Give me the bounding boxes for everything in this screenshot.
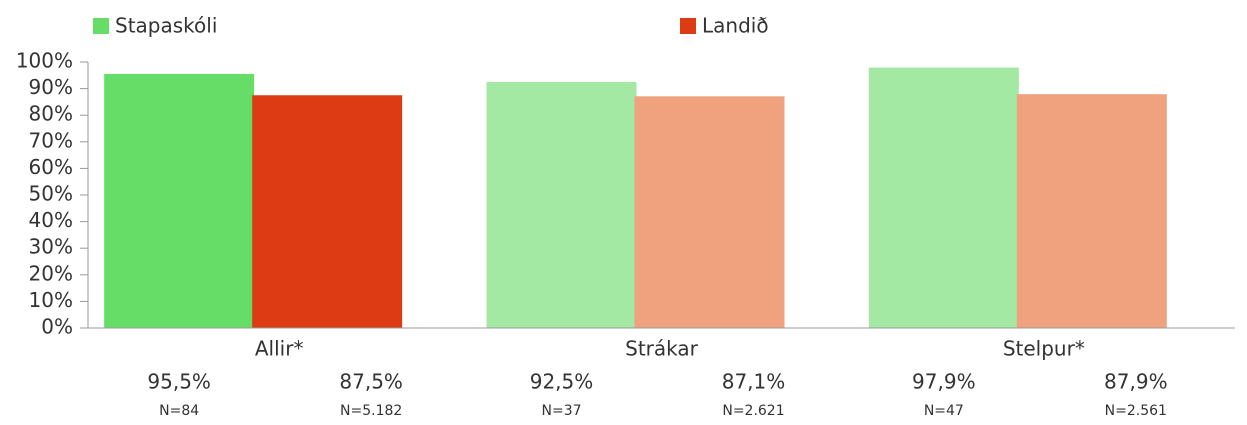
y-tick-label: 80% bbox=[29, 102, 73, 126]
n-label: N=37 bbox=[541, 403, 581, 419]
value-label: 95,5% bbox=[147, 370, 211, 394]
x-tick-label: Strákar bbox=[625, 337, 699, 361]
y-tick-label: 100% bbox=[16, 49, 73, 73]
y-tick-label: 90% bbox=[29, 75, 73, 99]
y-tick-label: 70% bbox=[29, 128, 73, 152]
legend-label: Stapaskóli bbox=[115, 14, 217, 38]
value-label: 87,1% bbox=[722, 370, 786, 394]
legend-label: Landið bbox=[702, 14, 769, 38]
legend-swatch bbox=[93, 18, 109, 34]
bar bbox=[1016, 94, 1167, 328]
value-label: 87,9% bbox=[1104, 370, 1168, 394]
bar bbox=[104, 73, 255, 328]
x-tick-label: Stelpur* bbox=[1003, 337, 1085, 361]
n-label: N=47 bbox=[924, 403, 964, 419]
n-label: N=2.561 bbox=[1105, 403, 1167, 419]
bar bbox=[868, 67, 1019, 328]
n-label: N=84 bbox=[159, 403, 199, 419]
n-label: N=2.621 bbox=[722, 403, 784, 419]
bar bbox=[252, 95, 403, 328]
y-tick-label: 10% bbox=[29, 288, 73, 312]
y-tick-label: 50% bbox=[29, 182, 73, 206]
x-tick-label: Allir* bbox=[255, 337, 304, 361]
bar bbox=[634, 96, 785, 329]
value-label: 92,5% bbox=[530, 370, 594, 394]
bar bbox=[486, 81, 637, 328]
y-tick-label: 0% bbox=[41, 315, 73, 339]
value-label: 97,9% bbox=[912, 370, 976, 394]
y-tick-label: 40% bbox=[29, 208, 73, 232]
legend-swatch bbox=[680, 18, 696, 34]
value-label: 87,5% bbox=[339, 370, 403, 394]
n-label: N=5.182 bbox=[340, 403, 402, 419]
y-tick-label: 60% bbox=[29, 155, 73, 179]
y-tick-label: 30% bbox=[29, 235, 73, 259]
y-tick-label: 20% bbox=[29, 261, 73, 285]
